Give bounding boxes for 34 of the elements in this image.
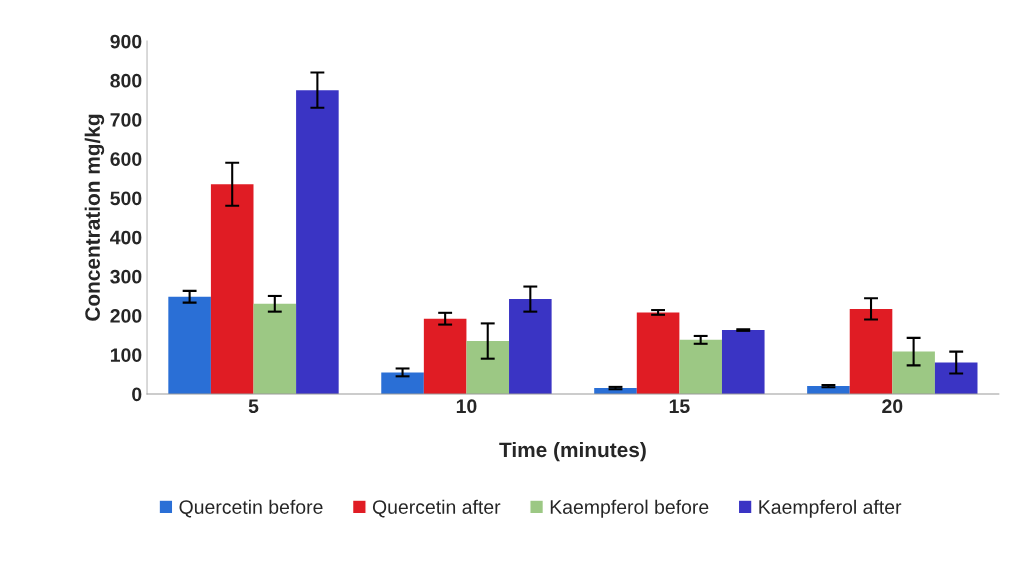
bar [423, 318, 467, 394]
x-tick-label: 20 [882, 399, 903, 414]
y-tick-label: 700 [110, 113, 142, 127]
x-tick-label: 10 [456, 399, 477, 414]
legend-label: Quercetin before [179, 499, 323, 518]
bar [210, 184, 254, 394]
bar [466, 341, 510, 394]
x-tick-label: 15 [669, 399, 690, 414]
y-tick-label: 600 [110, 152, 142, 166]
x-tick-label: 5 [248, 399, 259, 414]
legend-label: Kaempferol before [550, 499, 709, 518]
y-tick-label: 200 [110, 309, 142, 323]
y-tick-label: 900 [110, 34, 142, 49]
bar [892, 351, 935, 394]
y-tick-label: 0 [132, 387, 142, 402]
legend-label: Quercetin after [372, 499, 501, 518]
y-tick-label: 800 [110, 73, 142, 88]
bar [934, 362, 978, 394]
y-tick-label: 300 [110, 269, 142, 284]
bar [381, 372, 424, 394]
bar [296, 90, 339, 394]
bar [636, 312, 680, 394]
bar [849, 308, 893, 394]
y-tick-label: 400 [110, 230, 142, 245]
bar [253, 303, 297, 394]
bar [509, 299, 552, 394]
bar [721, 330, 765, 394]
bar [168, 296, 211, 394]
x-axis-title: Time (minutes) [499, 441, 646, 462]
y-axis-title: Concentration mg/kg [84, 114, 105, 321]
legend-label: Kaempferol after [759, 499, 902, 518]
y-tick-label: 500 [110, 191, 142, 206]
y-tick-label: 100 [110, 348, 142, 362]
bar [679, 339, 722, 394]
